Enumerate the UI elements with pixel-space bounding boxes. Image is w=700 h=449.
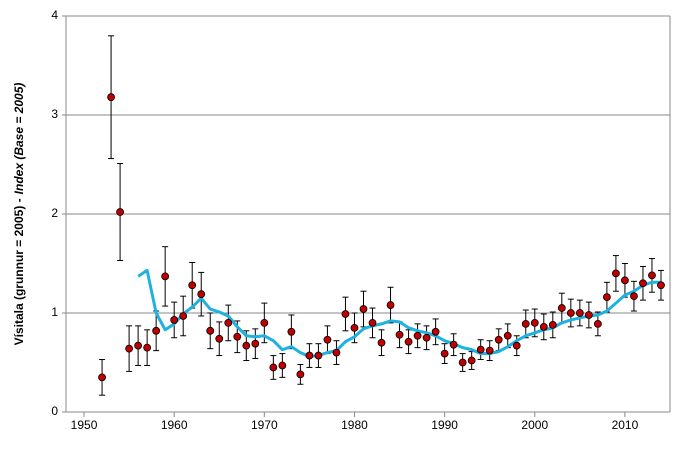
data-point [530,318,539,327]
data-point [278,361,287,370]
data-point [422,333,431,342]
data-point [242,341,251,350]
y-label-part: Index (Base = 2005) [12,83,26,195]
data-point [467,356,476,365]
data-point [287,327,296,336]
data-point [98,373,106,382]
x-tick-label: 2010 [612,418,639,432]
y-tick-label: 4 [51,8,58,22]
data-point [179,312,188,320]
data-point [458,358,467,367]
data-point [350,323,359,332]
data-point [648,271,656,280]
data-point [332,348,341,357]
y-axis-label: Vísitala (grunnur = 2005) - Index (Base =… [12,83,26,346]
data-point [630,292,638,301]
data-point [512,341,521,350]
data-point [413,331,422,340]
data-point [404,337,413,346]
data-point [657,281,665,290]
data-point [485,346,494,355]
data-point [251,339,260,348]
x-tick-label: 1970 [251,418,278,432]
data-point [107,93,115,102]
data-point [224,318,233,327]
data-point [575,309,584,317]
y-tick-label: 1 [51,305,58,319]
data-point [440,349,449,358]
data-point [584,311,593,319]
data-point [314,351,323,360]
data-point [134,341,143,350]
data-point [431,327,440,336]
data-point [557,304,566,312]
data-point [296,370,305,379]
data-point [639,279,647,288]
y-tick-label: 3 [51,107,58,121]
data-point [593,319,602,328]
data-point [323,335,332,344]
x-tick-label: 2000 [521,418,548,432]
data-point [548,320,557,329]
data-point [170,316,179,324]
data-point [386,301,395,309]
data-point [503,331,512,340]
data-point [359,305,368,313]
data-point [602,293,611,302]
data-point [188,281,197,290]
data-point [377,338,386,347]
data-point [152,326,161,335]
data-point [269,363,278,372]
data-point [476,345,485,354]
x-tick-label: 1950 [71,418,98,432]
y-label-part: Vísitala (grunnur = 2005) - [12,198,26,345]
data-point [539,322,548,331]
data-point [260,318,269,327]
data-point [206,326,215,335]
data-point [449,340,458,349]
x-tick-label: 1990 [431,418,458,432]
data-point [368,318,377,327]
data-point [521,319,530,328]
y-tick-label: 0 [51,404,58,418]
data-point [621,276,629,285]
x-tick-label: 1960 [161,418,188,432]
data-point [215,334,224,343]
trend-line [137,268,661,359]
data-point [233,332,242,341]
data-point [566,309,575,317]
data-point [494,335,503,344]
data-point [612,269,620,278]
data-point [395,330,404,339]
data-point [305,351,314,360]
x-tick-label: 1980 [341,418,368,432]
data-point [161,272,170,281]
data-point [143,343,152,352]
data-point [125,344,134,353]
data-point [116,208,124,216]
y-tick-label: 2 [51,206,58,220]
data-point [197,290,206,299]
data-point [341,310,350,318]
